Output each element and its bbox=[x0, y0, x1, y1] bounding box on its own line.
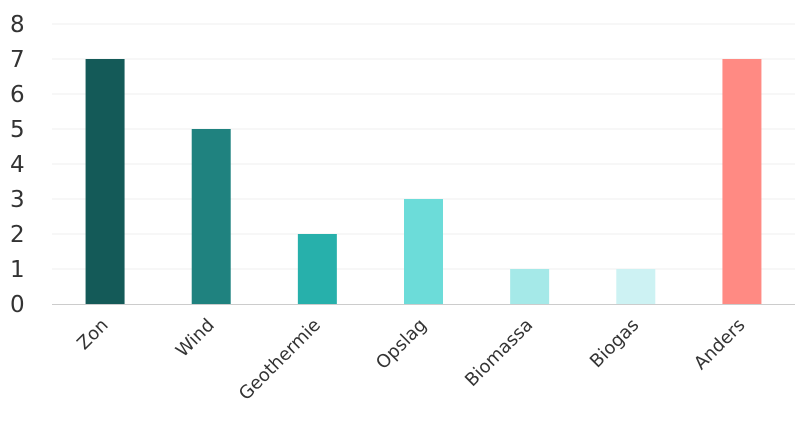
y-tick-label: 7 bbox=[10, 47, 25, 73]
x-tick-label-biogas: Biogas bbox=[586, 315, 643, 372]
bar-anders[interactable] bbox=[722, 59, 762, 304]
y-tick-label: 2 bbox=[10, 222, 25, 248]
bar-opslag[interactable] bbox=[404, 199, 443, 304]
y-tick-label: 5 bbox=[10, 117, 25, 143]
x-tick-label-opslag: Opslag bbox=[372, 315, 431, 374]
bar-zon[interactable] bbox=[85, 59, 125, 304]
y-tick-label: 4 bbox=[10, 152, 25, 178]
bar-biomassa[interactable] bbox=[510, 269, 550, 304]
bars bbox=[85, 59, 762, 304]
y-tick-label: 8 bbox=[10, 12, 25, 38]
x-tick-label-anders: Anders bbox=[690, 315, 749, 374]
x-tick-label-zon: Zon bbox=[73, 315, 112, 354]
y-axis-tick-labels: 0 1 2 3 4 5 6 7 8 bbox=[10, 12, 25, 318]
x-axis-category-labels: Zon Wind Geothermie Opslag Biomassa Biogas And… bbox=[73, 315, 749, 405]
y-tick-label: 3 bbox=[10, 187, 25, 213]
x-tick-label-wind: Wind bbox=[172, 315, 219, 362]
y-tick-label: 0 bbox=[10, 292, 25, 318]
bar-biogas[interactable] bbox=[616, 269, 656, 304]
x-tick-label-biomassa: Biomassa bbox=[461, 315, 537, 391]
y-tick-label: 6 bbox=[10, 82, 25, 108]
y-tick-label: 1 bbox=[10, 257, 25, 283]
x-tick-label-geothermie: Geothermie bbox=[235, 315, 325, 405]
bar-geothermie[interactable] bbox=[297, 234, 337, 304]
bar-wind[interactable] bbox=[191, 129, 231, 304]
